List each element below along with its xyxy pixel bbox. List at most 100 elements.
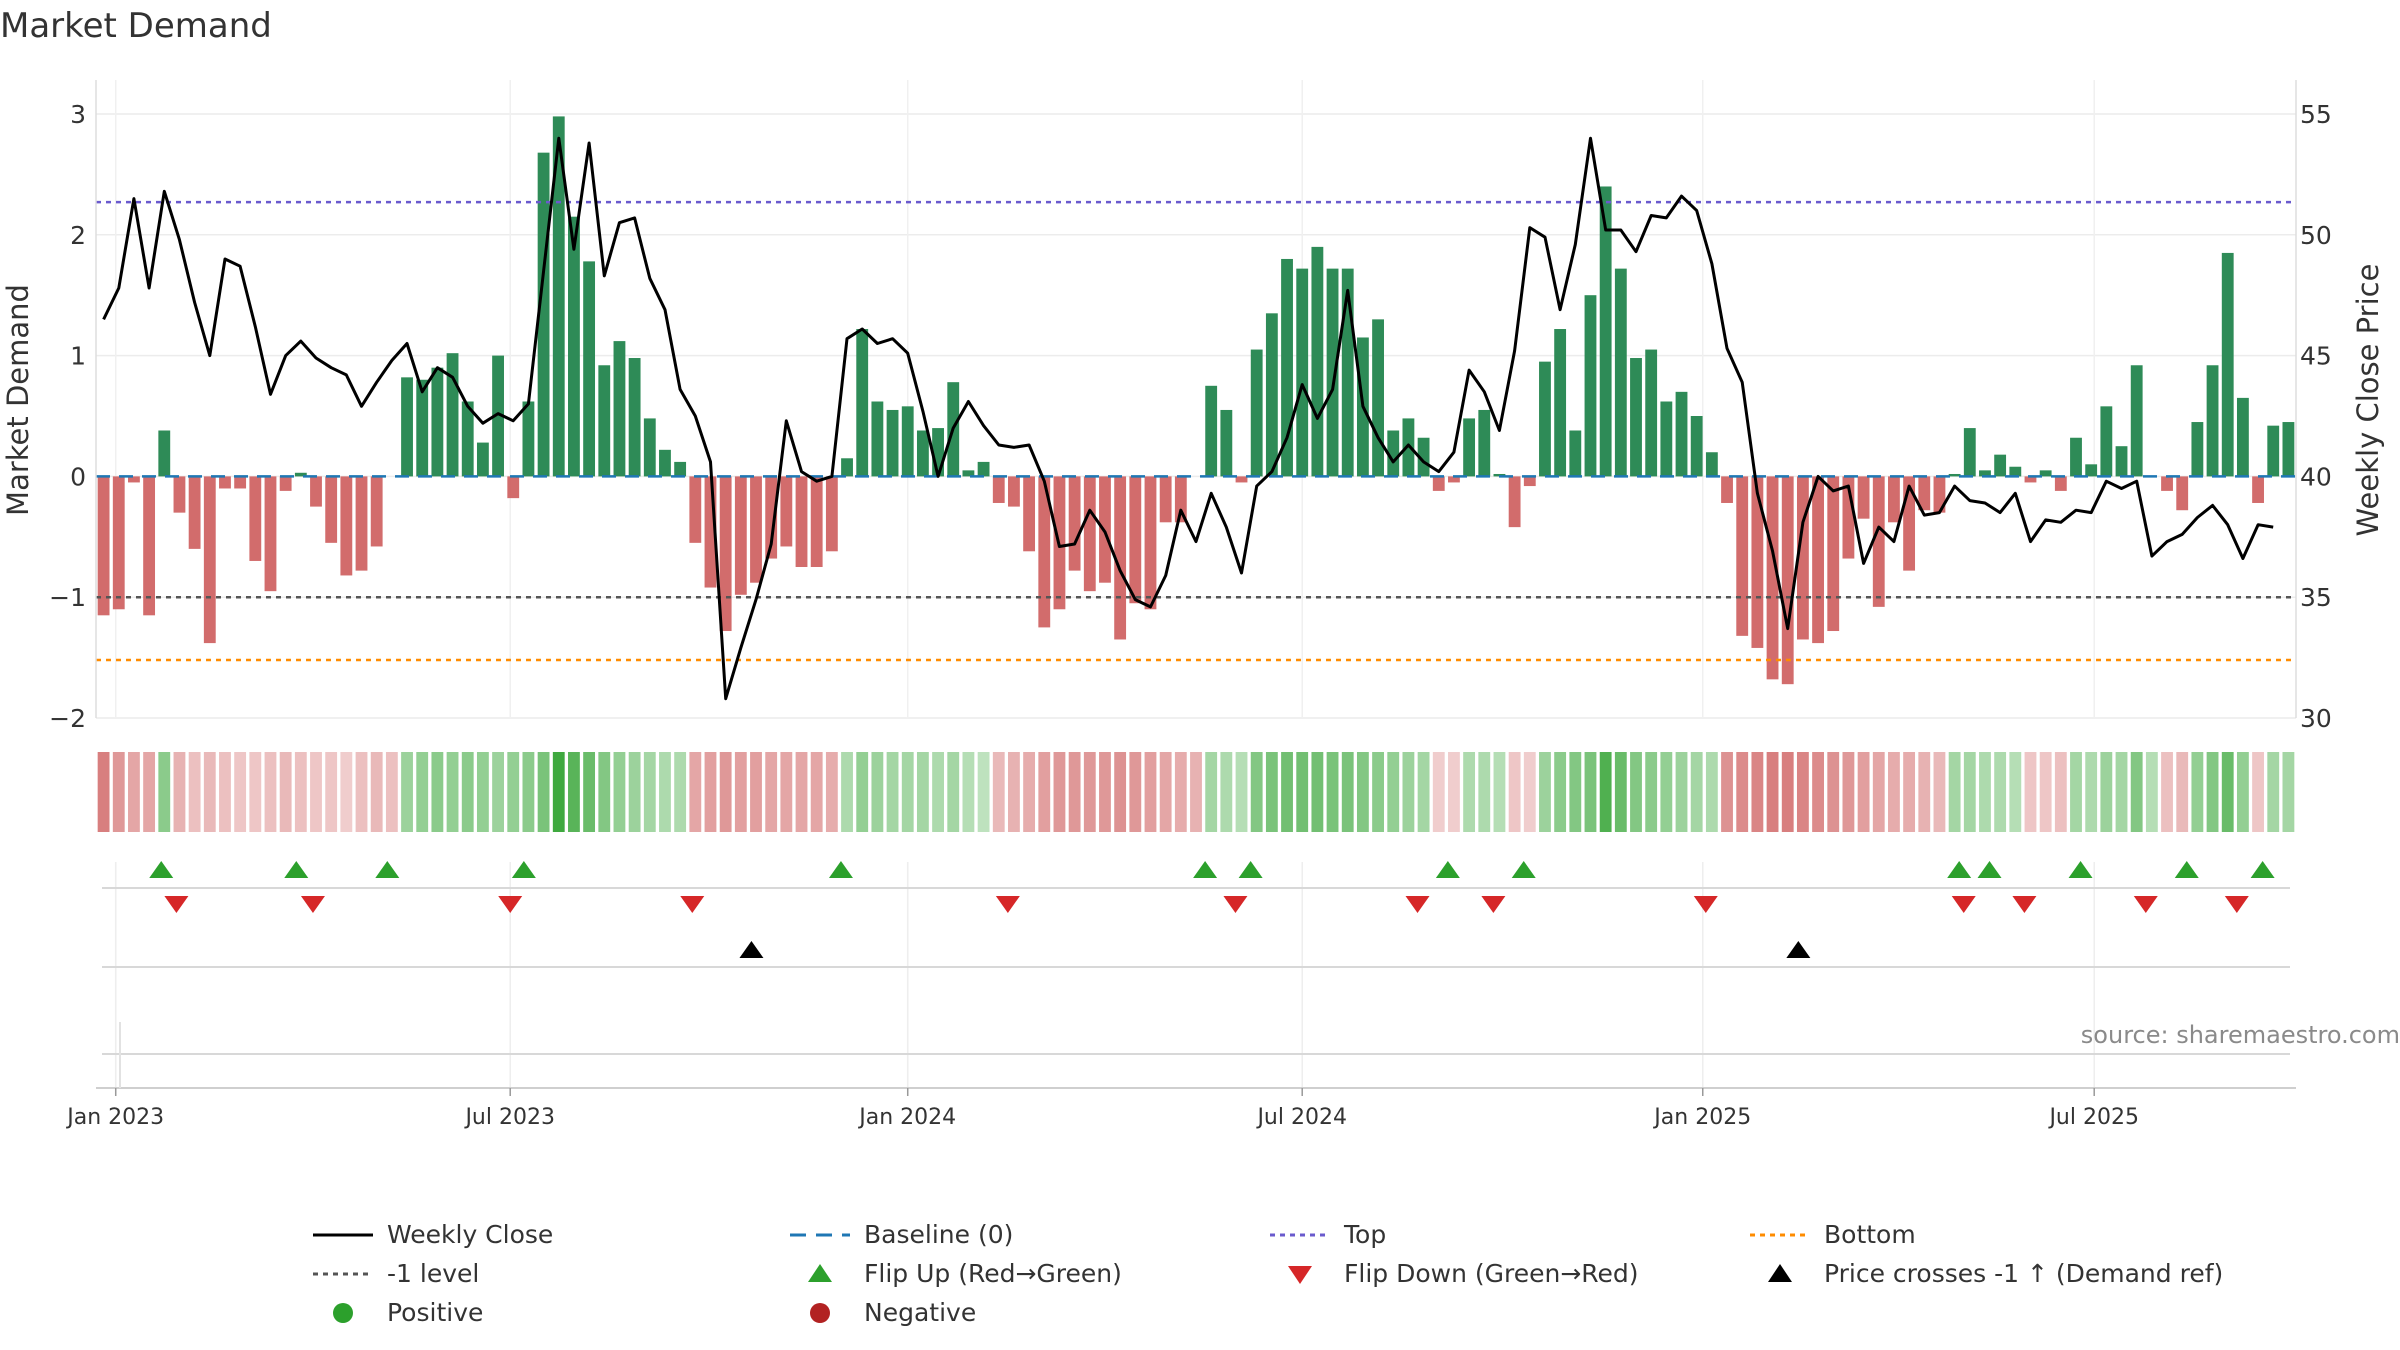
x-tick-label: Jan 2023 [65, 1105, 164, 1130]
demand-bar [2191, 422, 2204, 477]
demand-bar [2206, 365, 2219, 477]
regime-cell [476, 752, 489, 832]
flip-down-marker [1223, 896, 1248, 913]
left-tick-label: 1 [70, 342, 86, 371]
demand-bar [1265, 313, 1278, 477]
demand-bar [476, 442, 489, 477]
regime-cell [795, 752, 808, 832]
regime-cell [2039, 752, 2052, 832]
demand-bar [1114, 476, 1127, 640]
x-tick-label: Jul 2025 [2047, 1105, 2139, 1130]
demand-bar [1660, 401, 1673, 477]
demand-bar [1159, 476, 1172, 523]
demand-bar [1599, 186, 1612, 477]
demand-bar [279, 476, 292, 491]
demand-bar [507, 476, 520, 499]
demand-bar [1235, 476, 1248, 483]
regime-cell [962, 752, 975, 832]
demand-bar [355, 476, 368, 571]
right-tick-label: 40 [2300, 462, 2332, 491]
price-line-layer [102, 136, 2274, 701]
flip-up-marker [284, 861, 309, 878]
regime-cell [1630, 752, 1642, 832]
left-tick-label: 3 [70, 100, 86, 129]
regime-cell [97, 752, 110, 832]
demand-bar [461, 401, 474, 477]
regime-cell [1296, 752, 1309, 832]
regime-cell [1994, 752, 2007, 832]
regime-cell [1159, 752, 1172, 832]
regime-cell [128, 752, 140, 832]
demand-bar [1008, 476, 1020, 507]
right-axis-title: Weekly Close Price [2351, 264, 2385, 537]
source-credit: source: sharemaestro.com [2080, 1021, 2400, 1049]
regime-cell [1099, 752, 1111, 832]
x-axis: Jan 2023 Jul 2023 Jan 2024 Jul 2024 Jan 2025… [65, 1088, 2139, 1130]
flip-down-marker [680, 896, 705, 913]
regime-cell [992, 752, 1005, 832]
demand-bar [1584, 295, 1597, 477]
regime-cell [1705, 752, 1718, 832]
demand-bar [188, 476, 201, 549]
right-tick-label: 55 [2300, 100, 2332, 129]
regime-cell [1888, 752, 1900, 832]
demand-bar [2221, 252, 2234, 477]
regime-cell [1751, 752, 1764, 832]
demand-bar [1523, 476, 1536, 487]
demand-bar [750, 476, 762, 583]
demand-bar [841, 458, 853, 477]
demand-bar [249, 476, 262, 561]
regime-cell [1614, 752, 1627, 832]
demand-bar [1068, 476, 1081, 571]
regime-cell [628, 752, 641, 832]
demand-bar [719, 476, 732, 632]
regime-cell [886, 752, 899, 832]
flip-up-marker [2068, 861, 2093, 878]
regime-cell [1842, 752, 1855, 832]
demand-bar [112, 476, 125, 610]
regime-cell [294, 752, 307, 832]
regime-cell [1569, 752, 1582, 832]
demand-bar [689, 476, 702, 543]
regime-cell [1812, 752, 1824, 832]
demand-bar [992, 476, 1005, 503]
regime-cell [1827, 752, 1840, 832]
demand-bar [1736, 476, 1749, 636]
demand-bar [780, 476, 793, 547]
demand-bar [2115, 446, 2128, 477]
regime-cell [1584, 752, 1597, 832]
regime-cell [947, 752, 960, 832]
regime-cell [2054, 752, 2067, 832]
demand-bar [128, 476, 140, 483]
demand-bar [2267, 425, 2280, 477]
demand-bar [2070, 437, 2082, 477]
demand-bar [1387, 430, 1400, 477]
regime-cell [2115, 752, 2128, 832]
regime-cell [1311, 752, 1324, 832]
demand-bar [2009, 466, 2022, 477]
demand-bar [2282, 422, 2295, 477]
demand-bar [1463, 418, 1476, 477]
regime-cell [583, 752, 596, 832]
demand-bar [1948, 473, 1961, 477]
demand-bar [1129, 476, 1142, 604]
demand-bar [173, 476, 186, 513]
right-tick-label: 30 [2300, 704, 2332, 733]
demand-bar [203, 476, 216, 644]
regime-cell [1008, 752, 1020, 832]
regime-cell [2221, 752, 2234, 832]
demand-bar [643, 418, 656, 477]
regime-cell [173, 752, 186, 832]
regime-cell [1963, 752, 1976, 832]
demand-bar [1933, 476, 1946, 513]
demand-bar [2252, 476, 2264, 503]
demand-bar [1705, 452, 1718, 477]
regime-cell [719, 752, 732, 832]
right-tick-label: 35 [2300, 583, 2332, 612]
regime-cell [2070, 752, 2082, 832]
regime-cell [401, 752, 413, 832]
regime-cell [1690, 752, 1703, 832]
demand-bar [97, 476, 110, 616]
marker-rows [96, 861, 2296, 1089]
flip-up-marker [1511, 861, 1536, 878]
